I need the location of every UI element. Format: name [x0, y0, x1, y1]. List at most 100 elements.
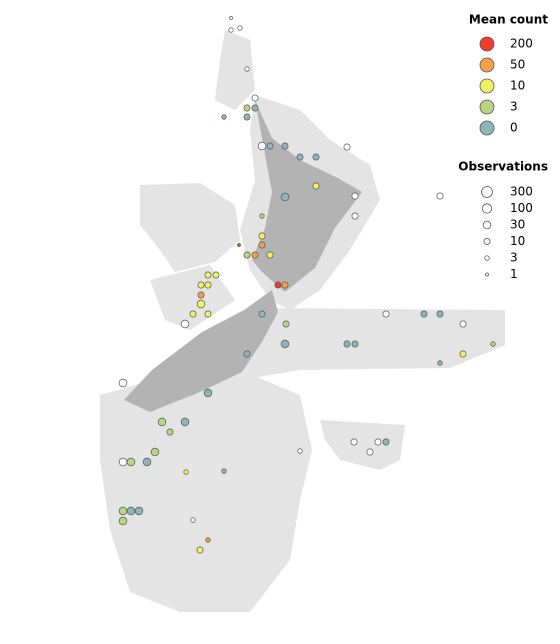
observation-point — [118, 457, 128, 467]
observation-point — [180, 319, 190, 329]
observation-point — [297, 448, 303, 454]
observation-point — [350, 438, 358, 446]
legend-label: 10 — [510, 234, 525, 248]
observation-point — [351, 212, 359, 220]
legend-label: 200 — [510, 37, 533, 51]
observation-point — [221, 114, 227, 120]
observation-point — [420, 310, 428, 318]
observation-point — [259, 213, 265, 219]
observation-point — [204, 271, 212, 279]
observation-point — [490, 341, 496, 347]
observation-point — [280, 339, 290, 349]
observation-point — [197, 291, 205, 299]
observation-point — [382, 438, 390, 446]
observation-point — [274, 281, 282, 289]
observation-point — [190, 517, 196, 523]
legend-label: 1 — [510, 267, 518, 281]
legend-swatch — [479, 57, 495, 73]
observation-point — [296, 153, 304, 161]
observation-point — [221, 468, 227, 474]
observation-point — [243, 350, 251, 358]
observation-point — [150, 447, 160, 457]
observation-point — [243, 104, 251, 112]
observation-point — [118, 378, 128, 388]
observation-point — [281, 142, 289, 150]
observation-point — [118, 516, 128, 526]
legend-size — [482, 220, 492, 230]
observation-point — [204, 281, 212, 289]
observation-point — [266, 142, 274, 150]
observation-point — [166, 428, 174, 436]
legend-swatch — [479, 120, 495, 136]
legend-size — [481, 203, 493, 214]
observation-point — [118, 506, 128, 516]
legend-label: 3 — [510, 100, 518, 114]
observation-point — [312, 182, 320, 190]
observation-point — [366, 448, 374, 456]
observation-point — [258, 310, 266, 318]
legend-size — [485, 272, 489, 277]
legend-label: 10 — [510, 79, 525, 93]
observation-point — [189, 310, 197, 318]
observation-point — [203, 388, 213, 398]
observation-point — [237, 243, 241, 247]
observation-point — [374, 438, 382, 446]
observation-point — [212, 271, 220, 279]
observation-point — [351, 340, 359, 348]
legend-label: 50 — [510, 58, 525, 72]
legend-title: Mean count — [469, 13, 548, 27]
observation-point — [459, 320, 467, 328]
sea-area — [100, 30, 505, 612]
observation-point — [351, 192, 359, 200]
land — [124, 100, 362, 412]
legend-label: 3 — [510, 251, 518, 265]
legend-swatch — [479, 36, 495, 52]
legend-swatch — [479, 78, 495, 94]
observation-point — [196, 546, 204, 554]
observation-point — [197, 281, 205, 289]
observation-point — [436, 310, 444, 318]
observation-point — [134, 506, 144, 516]
legend-label: 30 — [510, 218, 525, 232]
observation-point — [205, 537, 211, 543]
observation-point — [258, 241, 266, 249]
observation-point — [196, 299, 206, 309]
observation-point — [243, 251, 251, 259]
observation-point — [228, 27, 234, 33]
observation-point — [343, 340, 351, 348]
legend: Mean count Observations 2005010303001003… — [458, 13, 548, 282]
observation-point — [237, 25, 243, 31]
observation-point — [436, 192, 444, 200]
observation-point — [142, 457, 152, 467]
observation-point — [243, 113, 251, 121]
observation-point — [257, 141, 267, 151]
observation-point — [382, 310, 390, 318]
legend-size — [481, 186, 493, 198]
observation-point — [266, 251, 274, 259]
observation-point — [281, 281, 289, 289]
observation-point — [229, 16, 233, 20]
legend-size — [483, 237, 491, 245]
observation-point — [437, 360, 443, 366]
observation-point — [251, 104, 259, 112]
observation-point — [180, 417, 190, 427]
legend-label: 0 — [510, 121, 518, 135]
observation-point — [459, 350, 467, 358]
observation-point — [183, 469, 189, 475]
legend-size — [484, 255, 490, 261]
observation-point — [282, 320, 290, 328]
observation-point — [126, 457, 136, 467]
observation-point — [343, 143, 351, 151]
observation-point — [251, 94, 259, 102]
legend-label: 300 — [510, 185, 533, 199]
observation-point — [204, 310, 212, 318]
observation-point — [244, 66, 250, 72]
observation-point — [251, 251, 259, 259]
observation-point — [280, 192, 290, 202]
legend-title: Observations — [458, 160, 548, 174]
observation-point — [258, 232, 266, 240]
legend-label: 100 — [510, 201, 533, 215]
observation-points — [118, 16, 496, 554]
observation-point — [126, 506, 136, 516]
